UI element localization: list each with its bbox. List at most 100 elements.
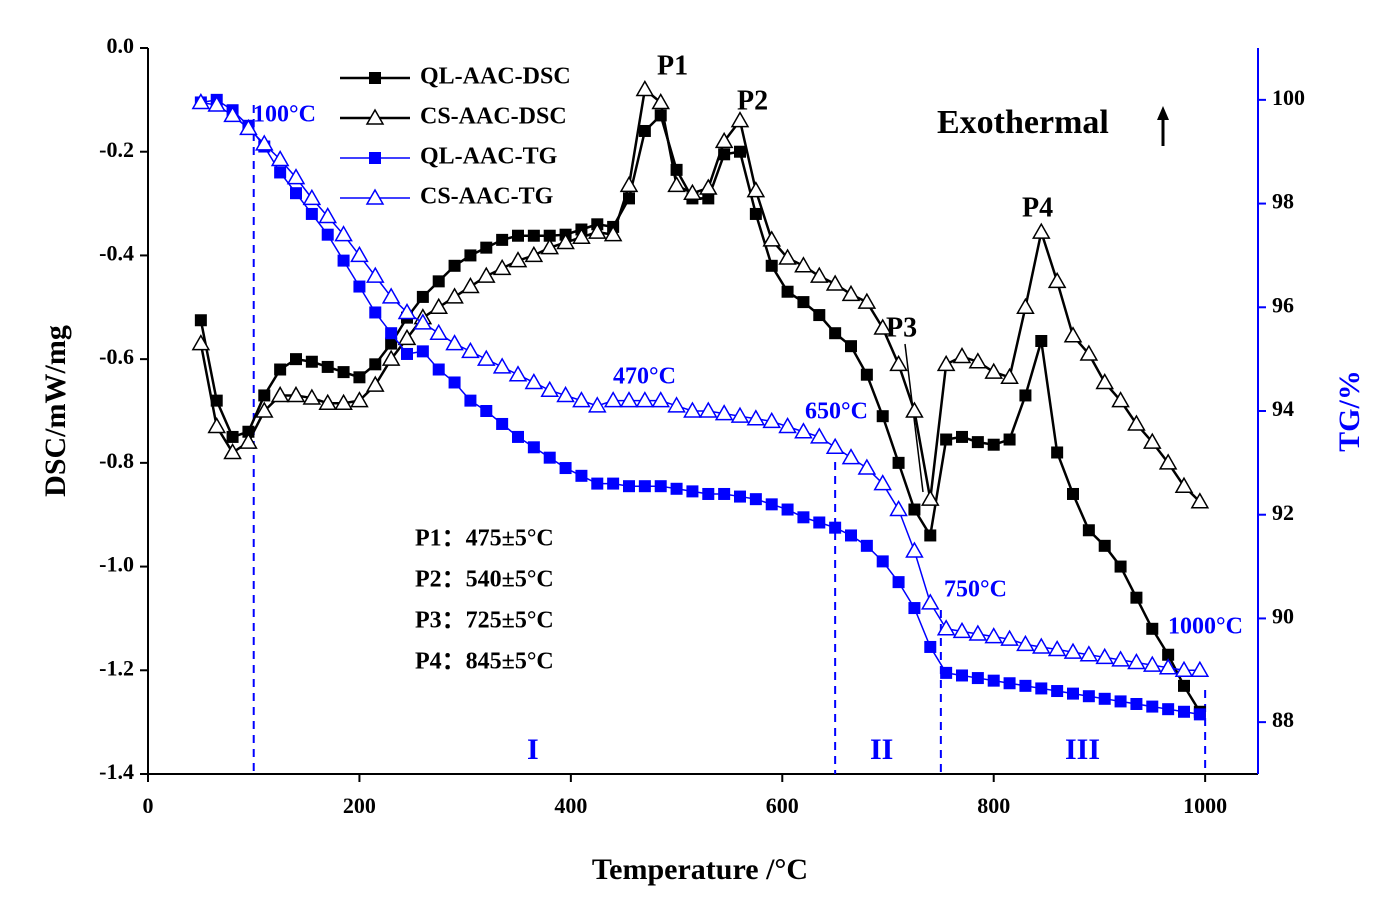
data-point [559,462,572,475]
data-point [254,401,274,418]
legend-label: QL-AAC-TG [420,144,558,170]
data-point [365,266,385,283]
data-point [416,345,429,358]
data-point [778,248,797,265]
data-point [464,394,477,407]
data-point [1098,692,1111,705]
data-point [952,621,972,639]
data-point [749,207,762,220]
y2-axis-label: TG/% [1333,370,1366,452]
data-point [873,474,893,491]
data-point [290,187,302,200]
y2-tick-label: 98 [1272,189,1294,214]
data-point [797,296,810,309]
y-tick-label: 0.0 [107,33,135,58]
data-point [353,280,366,293]
data-point [337,366,350,379]
data-point [274,166,287,179]
data-point [445,334,464,351]
data-point [1082,524,1095,537]
data-point [527,229,540,242]
data-point [860,368,873,381]
x-tick-label: 600 [766,793,799,818]
annotation: P4 [1022,192,1053,223]
y-tick-label: -0.8 [99,448,134,473]
data-point [476,349,496,366]
data-point [781,503,794,516]
data-point [239,118,258,136]
data-point [1063,326,1083,343]
data-point [223,105,242,123]
peak-label: P3：725±5°C [415,608,554,634]
data-point [1178,705,1190,718]
data-point [587,396,607,413]
data-point [258,389,271,402]
data-point [1111,391,1130,408]
data-point [1193,708,1206,721]
annotation: 470°C [613,364,676,390]
data-point [239,432,258,449]
y-tick-label: -0.2 [99,137,134,162]
data-point [794,422,813,439]
data-point [305,355,318,368]
data-point [892,456,905,469]
annotation: I [527,733,539,766]
data-point [1142,655,1162,672]
data-point [1082,690,1095,703]
data-point [809,427,829,444]
annotation: 750°C [944,577,1007,603]
data-point [369,152,381,164]
data-point [702,487,715,500]
data-point [353,371,366,384]
data-point [397,328,417,346]
data-point [274,363,287,376]
data-point [527,441,540,454]
data-point [623,480,635,493]
data-point [1000,367,1019,385]
data-point [210,394,223,407]
data-point [734,145,746,158]
data-point [765,498,778,511]
y2-tick-label: 94 [1272,396,1294,421]
data-point [1051,685,1064,698]
data-point [781,285,794,298]
data-point [191,334,211,351]
data-point [809,266,829,283]
data-point [1162,703,1175,716]
data-point [572,227,591,245]
y-tick-label: -1.0 [99,552,134,577]
data-point [936,619,956,636]
y-tick-label: -0.4 [99,240,134,265]
data-point [908,602,921,615]
data-point [365,375,385,392]
data-point [924,640,937,653]
data-point [857,458,877,475]
data-point [318,393,338,410]
data-point [987,674,1000,687]
data-point [334,225,353,242]
data-point [302,388,322,405]
data-point [207,417,227,434]
data-point [512,430,524,443]
data-point [270,385,290,403]
data-point [429,323,449,340]
data-point [302,188,322,206]
data-point [381,349,401,366]
data-point [603,391,623,408]
data-point [286,168,306,185]
annotation: 650°C [805,399,868,425]
data-point [651,92,671,110]
data-point [794,256,813,273]
data-point [1016,297,1035,315]
data-point [350,245,369,263]
data-point [730,111,750,128]
data-point [860,539,873,552]
data-point [718,487,731,500]
data-point [318,207,338,224]
annotation: P3 [886,312,917,343]
data-point [619,175,639,193]
data-point [385,337,398,350]
data-point [1174,476,1194,493]
x-tick-label: 800 [977,793,1010,818]
data-point [1031,637,1051,654]
